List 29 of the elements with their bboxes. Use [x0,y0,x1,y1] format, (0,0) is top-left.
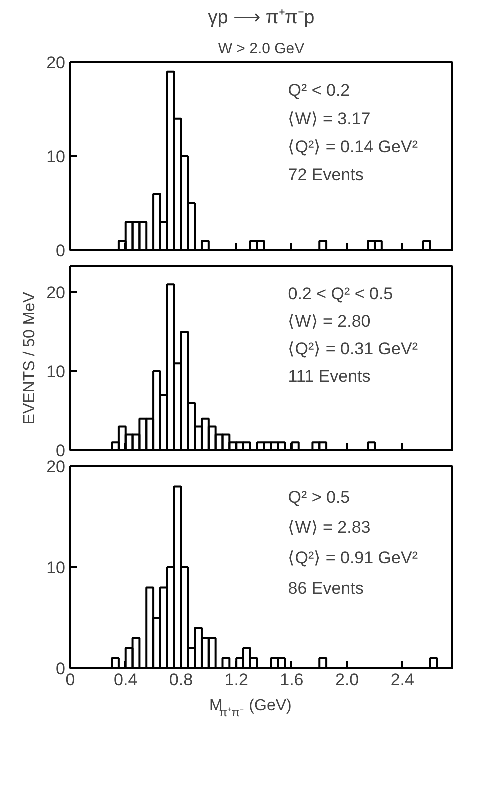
y-tick-label: 10 [46,362,66,382]
y-tick-label: 20 [46,458,66,476]
annotation: ⟨W⟩ = 2.83 [288,518,371,538]
annotation: ⟨W⟩ = 2.80 [288,312,371,331]
annotation: ⟨Q²⟩ = 0.14 GeV² [288,138,418,156]
chart-title: γp ⟶ π⁺π⁻p [208,8,315,28]
y-tick-label: 0 [56,442,66,460]
y-tick-label: 10 [46,558,66,578]
y-tick-label: 20 [46,284,66,303]
annotation: ⟨Q²⟩ = 0.91 GeV² [288,548,418,568]
x-tick-label: 2.4 [390,670,414,690]
x-tick-label: 2.0 [335,670,360,690]
annotation: 0.2 < Q² < 0.5 [288,284,394,304]
y-tick-label: 10 [46,148,66,166]
y-tick-label: 20 [46,54,66,72]
chart-subtitle: W > 2.0 GeV [218,40,305,58]
annotation: ⟨Q²⟩ = 0.31 GeV² [288,340,418,358]
annotation: Q² > 0.5 [288,488,350,507]
annotation: Q² < 0.2 [288,81,350,100]
y-axis-title: EVENTS / 50 MeV [22,292,39,425]
x-tick-label: 1.2 [224,670,248,690]
annotation: 72 Events [288,166,364,185]
x-tick-label: 0.4 [114,670,138,690]
annotation: 111 Events [288,367,371,386]
annotation: 86 Events [288,578,364,598]
y-tick-label: 0 [56,242,66,260]
x-tick-label: 0.8 [169,670,194,690]
x-tick-label: 1.6 [280,670,304,690]
annotation: ⟨W⟩ = 3.17 [288,109,371,128]
